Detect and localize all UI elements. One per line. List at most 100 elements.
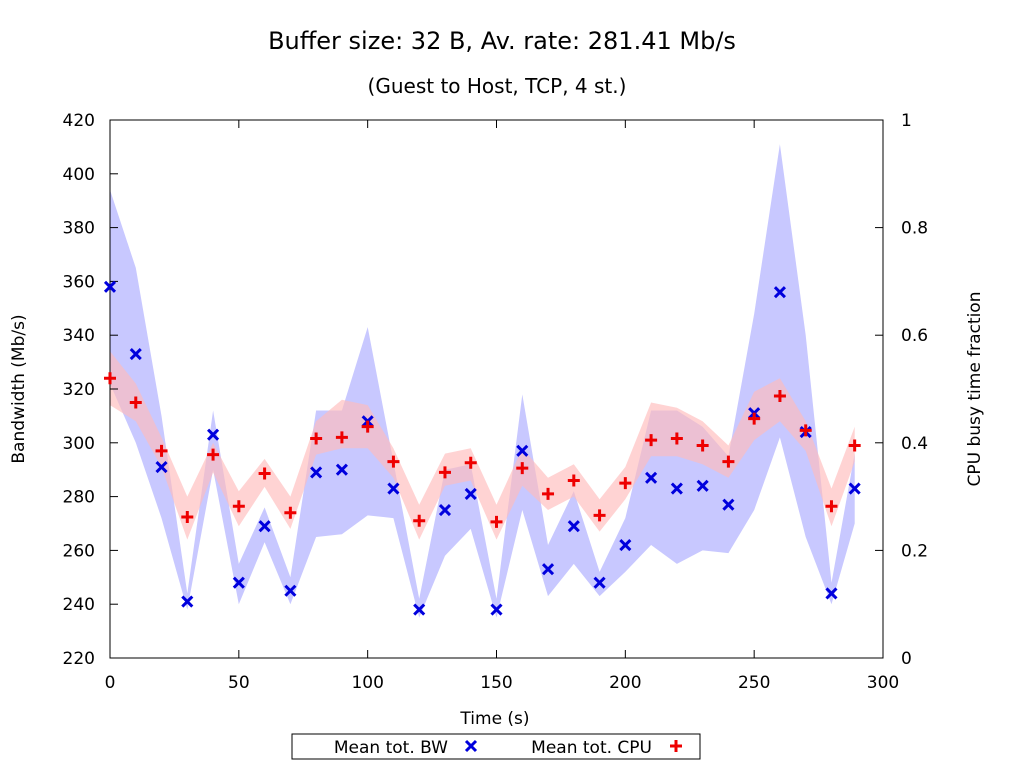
bw-point [541, 563, 555, 576]
bw-point [516, 444, 529, 457]
y-tick-label: 280 [63, 488, 95, 508]
bw-point [232, 576, 245, 589]
y-tick-label: 320 [63, 380, 95, 400]
x-axis-label: Time (s) [459, 709, 529, 729]
cpu-point [413, 514, 426, 527]
cpu-point [773, 389, 786, 402]
band-cpu [110, 351, 855, 540]
y-tick-label: 340 [63, 326, 95, 346]
cpu-point [848, 439, 861, 452]
bw-point [181, 595, 194, 608]
cpu-point [748, 412, 761, 425]
cpu-point [310, 432, 323, 445]
cpu-point [645, 434, 658, 447]
y2-tick-label: 1 [901, 111, 912, 131]
bw-point [825, 587, 838, 600]
cpu-point [284, 506, 297, 519]
bw-point [593, 576, 606, 589]
cpu-point [722, 455, 735, 468]
legend-label-bw: Mean tot. BW [334, 738, 448, 758]
cpu-point [593, 509, 606, 522]
bw-point [696, 479, 709, 492]
cpu-point [670, 432, 683, 445]
cpu-point [258, 467, 271, 480]
bw-point [103, 280, 117, 293]
confidence-bands [110, 144, 855, 618]
cpu-point [799, 424, 812, 437]
x-tick-label: 150 [480, 673, 512, 693]
y2-tick-label: 0.2 [901, 541, 928, 561]
cpu-point [387, 455, 400, 468]
bw-point [129, 347, 142, 361]
y2-tick-label: 0.6 [901, 326, 928, 346]
bw-point [155, 460, 168, 474]
cpu-point [155, 444, 168, 457]
x-tick-label: 50 [228, 673, 250, 693]
cpu-point [696, 439, 709, 452]
bw-point [284, 584, 297, 597]
chart-title: Buffer size: 32 B, Av. rate: 281.41 Mb/s [268, 27, 736, 55]
y-tick-label: 220 [63, 649, 95, 669]
y2-tick-label: 0.4 [901, 434, 928, 454]
cpu-point [619, 477, 632, 490]
bw-point [438, 503, 452, 517]
bw-point [848, 482, 861, 495]
y-tick-label: 360 [63, 272, 95, 292]
legend-bw-symbol [464, 739, 478, 753]
axis-ticks: 0 50 100 150 200 250 300 220 240 260 280 300 320 340 3… [63, 111, 929, 693]
x-tick-label: 0 [105, 673, 116, 693]
data-markers [103, 280, 861, 616]
cpu-point [516, 462, 529, 475]
bw-point [773, 286, 786, 299]
bw-point [335, 463, 348, 476]
band-bw [110, 144, 855, 618]
x-tick-label: 300 [867, 673, 899, 693]
bw-point [722, 498, 735, 511]
bw-point [258, 520, 271, 533]
bw-point [413, 603, 426, 616]
bw-point [490, 603, 503, 616]
cpu-point [129, 396, 142, 409]
cpu-point [104, 372, 116, 385]
x-tick-label: 200 [609, 673, 641, 693]
legend-box [291, 733, 701, 760]
cpu-point [490, 515, 503, 528]
legend-label-cpu: Mean tot. CPU [531, 738, 652, 758]
x-tick-label: 100 [351, 673, 383, 693]
bw-point [670, 482, 683, 495]
cpu-point [335, 431, 348, 444]
y-tick-label: 380 [63, 219, 95, 239]
y-axis-label: Bandwidth (Mb/s) [9, 314, 29, 463]
bw-point [207, 428, 220, 441]
x-tick-label: 250 [738, 673, 770, 693]
cpu-point [542, 487, 555, 500]
y-tick-label: 400 [63, 165, 95, 185]
y2-axis-label: CPU busy time fraction [965, 292, 985, 487]
bw-point [310, 466, 323, 479]
cpu-point [825, 500, 838, 513]
cpu-point [361, 420, 374, 433]
legend-cpu-symbol [670, 740, 682, 752]
cpu-point [232, 500, 245, 513]
legend: Mean tot. BW Mean tot. CPU [291, 733, 701, 760]
bw-point [645, 471, 658, 484]
cpu-point [181, 511, 194, 524]
legend-marker-cpu [670, 740, 682, 752]
legend-marker-bw [464, 739, 478, 753]
cpu-point [567, 474, 580, 487]
y-tick-label: 420 [63, 111, 95, 131]
bw-point [619, 538, 632, 552]
y2-tick-label: 0.8 [901, 219, 928, 239]
bw-point [387, 482, 400, 495]
y-tick-label: 300 [63, 434, 95, 454]
bw-point [567, 520, 580, 533]
y-tick-label: 240 [63, 595, 95, 615]
y2-tick-label: 0 [901, 649, 912, 669]
cpu-point [207, 448, 220, 461]
bw-point [464, 487, 477, 500]
chart-subtitle: (Guest to Host, TCP, 4 st.) [368, 74, 627, 98]
cpu-point [464, 456, 477, 469]
y-tick-label: 260 [63, 541, 95, 561]
cpu-point [438, 466, 451, 479]
